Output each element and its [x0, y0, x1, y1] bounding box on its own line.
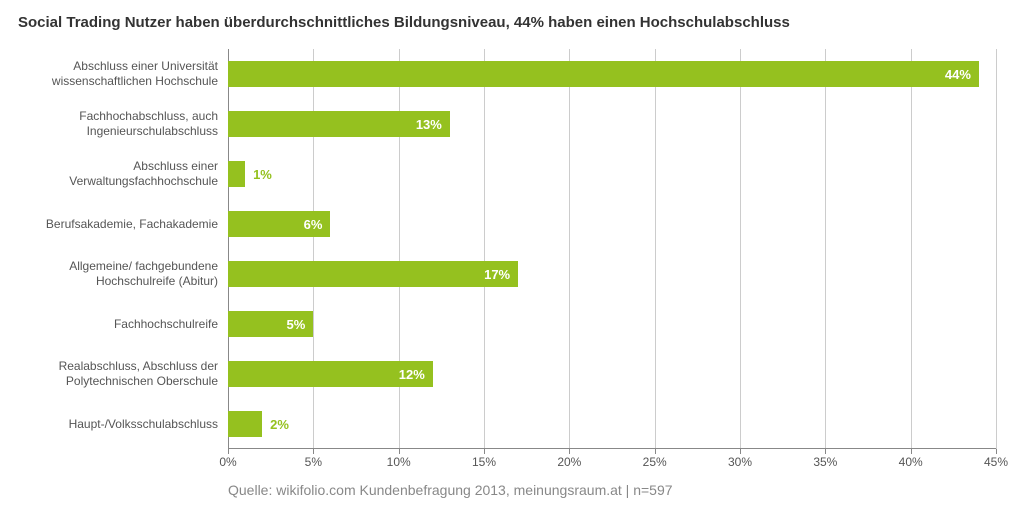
x-tick-label: 35%	[813, 455, 837, 469]
x-tick-label: 5%	[305, 455, 322, 469]
y-axis-label: Abschluss einer Universität wissenschaft…	[18, 49, 228, 99]
x-tick-label: 25%	[643, 455, 667, 469]
bar-row: 12%	[228, 349, 996, 399]
bar-value-label: 17%	[476, 261, 518, 287]
x-tickmark	[484, 449, 485, 454]
x-tick-label: 40%	[899, 455, 923, 469]
bar-row: 44%	[228, 49, 996, 99]
bar-row: 1%	[228, 149, 996, 199]
x-axis-ticks: 0%5%10%15%20%25%30%35%40%45%	[228, 455, 996, 475]
x-tickmark	[399, 449, 400, 454]
y-axis-label: Berufsakademie, Fachakademie	[18, 199, 228, 249]
x-tickmark	[313, 449, 314, 454]
x-tick-label: 15%	[472, 455, 496, 469]
y-axis-labels: Abschluss einer Universität wissenschaft…	[18, 49, 228, 449]
bar-row: 13%	[228, 99, 996, 149]
x-tickmark	[655, 449, 656, 454]
bars-region: 44% 13% 1% 6% 17% 5% 12% 2%	[228, 49, 996, 449]
source-text: Quelle: wikifolio.com Kundenbefragung 20…	[228, 482, 673, 498]
y-axis-label: Abschluss einer Verwaltungsfachhochschul…	[18, 149, 228, 199]
bar-value-label: 44%	[937, 61, 979, 87]
y-axis-label: Haupt-/Volksschulabschluss	[18, 399, 228, 449]
x-tickmark	[825, 449, 826, 454]
bar	[228, 61, 979, 87]
y-axis-label: Allgemeine/ fachgebundene Hochschulreife…	[18, 249, 228, 299]
x-tick-label: 30%	[728, 455, 752, 469]
x-tick-label: 45%	[984, 455, 1008, 469]
x-tickmark	[740, 449, 741, 454]
chart-title: Social Trading Nutzer haben überdurchsch…	[18, 14, 996, 31]
bar	[228, 261, 518, 287]
bar-value-label: 2%	[262, 411, 297, 437]
y-axis-label: Realabschluss, Abschluss der Polytechnis…	[18, 349, 228, 399]
gridline	[996, 49, 997, 449]
bar-row: 17%	[228, 249, 996, 299]
bar	[228, 411, 262, 437]
y-axis-label: Fachhochschulreife	[18, 299, 228, 349]
bar-value-label: 12%	[391, 361, 433, 387]
x-tick-label: 10%	[387, 455, 411, 469]
x-tickmark	[228, 449, 229, 454]
bar-row: 5%	[228, 299, 996, 349]
plot-area: Abschluss einer Universität wissenschaft…	[18, 49, 996, 449]
bar-value-label: 13%	[408, 111, 450, 137]
bar-row: 2%	[228, 399, 996, 449]
bar	[228, 161, 245, 187]
x-tickmark	[996, 449, 997, 454]
x-tickmark	[569, 449, 570, 454]
bar-value-label: 6%	[296, 211, 331, 237]
x-tick-label: 0%	[219, 455, 236, 469]
bar-value-label: 5%	[279, 311, 314, 337]
bar-row: 6%	[228, 199, 996, 249]
bar-value-label: 1%	[245, 161, 280, 187]
chart-container: Social Trading Nutzer haben überdurchsch…	[0, 0, 1024, 512]
y-axis-label: Fachhochabschluss, auch Ingenieurschulab…	[18, 99, 228, 149]
x-tickmark	[911, 449, 912, 454]
x-tick-label: 20%	[557, 455, 581, 469]
